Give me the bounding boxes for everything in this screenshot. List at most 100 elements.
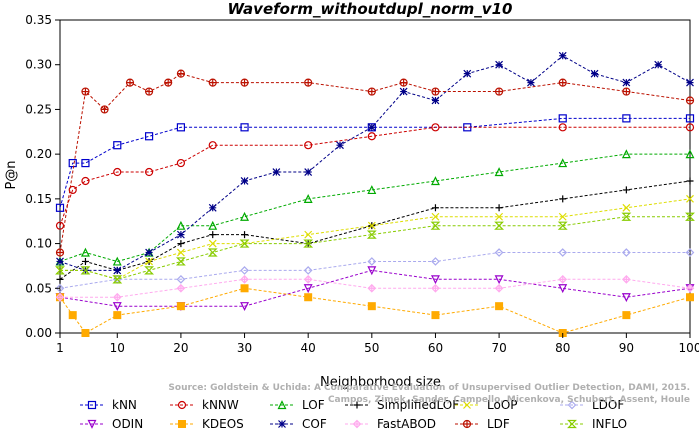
data-point-ldf [367, 87, 376, 96]
series-line-simplifiedlof [59, 180, 691, 280]
legend-label: KDEOS [202, 417, 244, 431]
y-tick-label: 0.15 [25, 192, 52, 206]
data-point-inflo [207, 248, 218, 257]
data-point-odin [112, 302, 122, 312]
data-point-cof [558, 51, 567, 60]
legend-label: LoOP [487, 398, 518, 412]
data-point-ldof [431, 257, 440, 266]
credit-line-2: Campos, Zimek, Sander, Campello, Micenko… [328, 395, 690, 405]
data-point-simplifiedlof [686, 177, 694, 185]
data-point-cof [240, 177, 249, 185]
x-tick-label: 80 [555, 341, 570, 355]
data-point-fastabod [685, 283, 695, 293]
data-point-inflo [303, 239, 314, 248]
legend-item-kdeos: KDEOS [170, 417, 244, 431]
data-point-fastabod [176, 283, 186, 293]
data-point-loop [145, 257, 154, 266]
data-point-ldf [125, 78, 135, 87]
data-point-ldf [399, 78, 408, 87]
data-point-knnw [81, 176, 90, 186]
data-point-ldf [240, 78, 249, 87]
data-point-knnw [685, 123, 695, 132]
legend-marker [352, 419, 362, 429]
data-point-ldf [685, 96, 695, 105]
legend-label: SimplifiedLOF [377, 398, 459, 412]
y-tick-label: 0.20 [25, 147, 52, 161]
data-point-ldof [240, 266, 249, 275]
data-point-lof [303, 194, 313, 203]
data-point-loop [686, 194, 694, 203]
data-point-odin [367, 266, 377, 276]
data-point-cof [590, 69, 599, 78]
data-point-cof [272, 168, 281, 176]
series-knnw [55, 123, 695, 230]
data-point-knnw [431, 123, 440, 132]
data-point-kdeos [622, 311, 631, 320]
legend-item-lof: LOF [270, 398, 325, 412]
data-point-cof [304, 168, 313, 176]
data-point-ldf [81, 87, 90, 96]
data-point-cof [56, 257, 64, 266]
data-point-ldf [100, 105, 109, 114]
data-point-simplifiedlof [622, 186, 630, 194]
legend-marker [87, 419, 97, 429]
data-point-kdeos [367, 302, 376, 311]
legend-label: LDOF [592, 398, 624, 412]
plot-border [59, 19, 691, 334]
data-point-cof [431, 96, 440, 105]
data-point-fastabod [367, 283, 377, 293]
data-point-loop [176, 248, 185, 257]
data-point-knnw [176, 158, 186, 168]
legend-marker [462, 419, 472, 429]
data-point-inflo [239, 239, 250, 248]
legend-label: FastABOD [377, 417, 436, 431]
data-point-lof [621, 149, 631, 159]
data-point-ldof [622, 248, 631, 257]
data-point-ldf [494, 87, 504, 96]
legend-marker [278, 420, 286, 428]
data-point-inflo [55, 266, 65, 275]
data-point-ldof [685, 248, 695, 257]
y-tick-label: 0.05 [25, 281, 52, 295]
data-point-cof [336, 141, 344, 150]
data-point-cof [145, 248, 154, 257]
data-point-simplifiedlof [559, 195, 567, 203]
data-point-loop [622, 203, 631, 212]
data-point-knnw [144, 167, 154, 177]
plot-frame [59, 19, 691, 334]
data-point-kdeos [240, 284, 249, 293]
series-line-kdeos [59, 287, 691, 334]
legend-marker [463, 401, 471, 409]
legend-label: COF [302, 417, 327, 431]
legend: kNN kNNW LOF SimplifiedLOF LoOP LDOF ODIN KDEOS… [80, 398, 627, 431]
y-tick-label: 0.10 [25, 237, 52, 251]
series-layer [55, 51, 695, 337]
data-point-kdeos [113, 311, 122, 320]
series-line-ldf [59, 73, 691, 253]
data-point-loop [495, 212, 504, 221]
data-point-lof [367, 185, 377, 195]
series-loop [56, 194, 694, 284]
legend-marker [277, 400, 287, 410]
data-point-simplifiedlof [56, 275, 64, 283]
data-point-loop [304, 230, 313, 239]
data-point-lof [430, 176, 440, 186]
data-point-fastabod [55, 292, 65, 302]
data-point-fastabod [494, 283, 504, 293]
data-point-kdeos [495, 302, 504, 311]
data-point-odin [430, 275, 440, 285]
data-point-inflo [430, 221, 441, 230]
y-tick-label: 0.25 [25, 102, 52, 116]
data-point-ldof [55, 283, 65, 293]
data-point-cof [654, 60, 663, 69]
x-tick-label: 100 [679, 341, 699, 355]
legend-item-ldf: LDF [455, 417, 510, 431]
series-line-ldof [59, 252, 690, 289]
data-point-cof [399, 87, 408, 96]
data-point-knnw [208, 141, 217, 150]
data-point-ldf [431, 87, 440, 96]
series-line-odin [59, 269, 691, 307]
data-point-ldof [176, 274, 186, 284]
data-point-fastabod [558, 274, 568, 284]
data-point-loop [367, 221, 376, 230]
